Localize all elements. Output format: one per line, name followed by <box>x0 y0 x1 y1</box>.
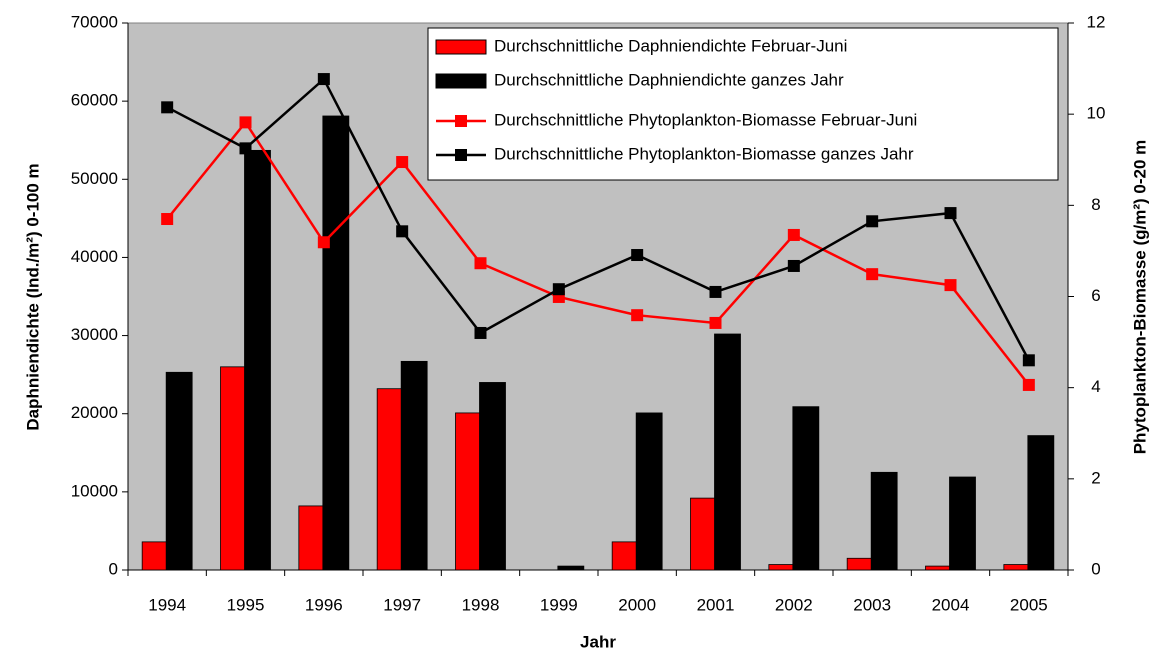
bar <box>1027 435 1055 571</box>
legend-label: Durchschnittliche Phytoplankton-Biomasse… <box>494 110 917 129</box>
y2-tick-label: 10 <box>1087 104 1106 123</box>
marker <box>317 73 330 86</box>
marker <box>552 283 565 296</box>
x-tick-label: 2005 <box>1010 595 1048 614</box>
marker <box>1022 378 1035 391</box>
x-tick-label: 1996 <box>305 595 343 614</box>
bar <box>635 412 663 571</box>
y2-tick-label: 0 <box>1091 559 1100 578</box>
bar <box>220 366 247 571</box>
marker <box>474 257 487 270</box>
x-tick-label: 2000 <box>618 595 656 614</box>
y-tick-label: 30000 <box>71 325 118 344</box>
marker <box>866 215 879 228</box>
bar <box>690 497 717 571</box>
bar <box>455 412 482 571</box>
marker <box>474 326 487 339</box>
x-tick-label: 2001 <box>697 595 735 614</box>
marker <box>239 116 252 129</box>
y-tick-label: 50000 <box>71 169 118 188</box>
x-tick-label: 2003 <box>853 595 891 614</box>
y-tick-label: 20000 <box>71 403 118 422</box>
bar <box>141 541 169 571</box>
legend-marker <box>455 149 467 161</box>
bar <box>244 149 271 571</box>
x-tick-label: 1999 <box>540 595 578 614</box>
bar <box>479 382 506 571</box>
y-tick-label: 10000 <box>71 481 118 500</box>
x-tick-label: 2004 <box>932 595 970 614</box>
bar <box>846 557 874 571</box>
y-tick-label: 60000 <box>71 91 118 110</box>
marker <box>317 236 330 249</box>
bar <box>925 565 952 571</box>
marker <box>944 279 957 292</box>
y2-tick-label: 12 <box>1087 12 1106 31</box>
marker <box>631 309 644 322</box>
legend-label: Durchschnittliche Daphniendichte ganzes … <box>494 70 844 89</box>
y-axis-title: Daphniendichte (Ind./m²) 0-100 m <box>23 163 42 430</box>
bar <box>322 115 350 571</box>
x-tick-label: 1998 <box>462 595 500 614</box>
marker <box>396 156 409 169</box>
bar <box>1003 564 1031 571</box>
marker <box>239 142 252 155</box>
y2-axis-title: Phytoplankton-Biomasse (g/m²) 0-20 m <box>1130 140 1149 455</box>
x-tick-label: 1994 <box>148 595 186 614</box>
bar <box>376 388 404 571</box>
y-tick-label: 70000 <box>71 12 118 31</box>
y2-tick-label: 4 <box>1091 377 1100 396</box>
y2-tick-label: 8 <box>1091 195 1100 214</box>
marker <box>631 249 644 262</box>
marker <box>396 225 409 238</box>
x-tick-label: 1995 <box>227 595 265 614</box>
y-tick-label: 40000 <box>71 247 118 266</box>
marker <box>866 268 879 281</box>
x-tick-label: 2002 <box>775 595 813 614</box>
bar <box>792 406 820 571</box>
legend-label: Durchschnittliche Phytoplankton-Biomasse… <box>494 144 914 163</box>
bar <box>400 360 428 571</box>
x-axis-title: Jahr <box>580 632 616 651</box>
y2-tick-label: 2 <box>1091 468 1100 487</box>
legend-label: Durchschnittliche Daphniendichte Februar… <box>494 36 847 55</box>
marker <box>709 316 722 329</box>
bar <box>165 371 193 571</box>
marker <box>787 228 800 241</box>
bar <box>611 541 639 571</box>
x-tick-label: 1997 <box>383 595 421 614</box>
marker <box>1022 354 1035 367</box>
bar <box>714 333 741 571</box>
marker <box>787 259 800 272</box>
line <box>166 77 1030 361</box>
marker <box>709 285 722 298</box>
bar <box>870 471 898 571</box>
marker <box>161 213 174 226</box>
y2-tick-label: 6 <box>1091 286 1100 305</box>
marker <box>161 101 174 114</box>
y-tick-label: 0 <box>109 559 118 578</box>
legend-marker <box>455 115 467 127</box>
legend-box <box>427 27 1059 181</box>
marker <box>944 207 957 220</box>
line <box>166 120 1030 386</box>
legend-swatch <box>435 39 487 55</box>
bar <box>557 565 585 571</box>
bar <box>768 564 796 571</box>
bar <box>298 505 326 571</box>
bar <box>949 476 976 571</box>
legend-swatch <box>435 73 487 89</box>
